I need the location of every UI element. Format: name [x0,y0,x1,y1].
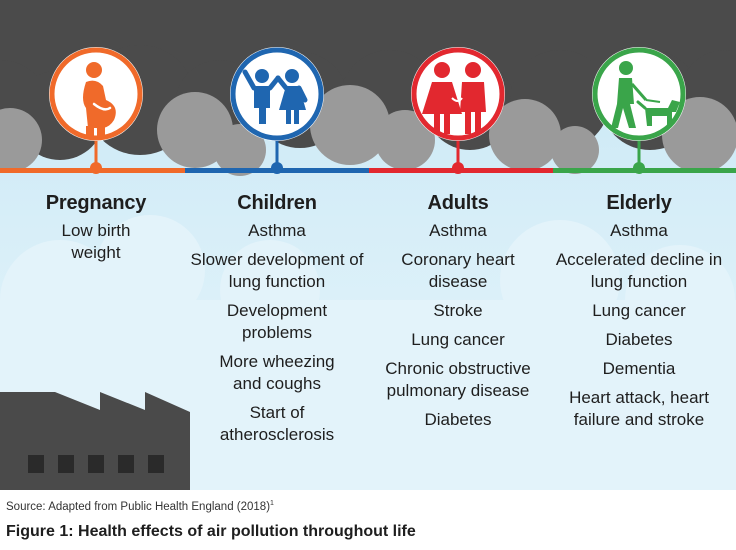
effect-item: Asthma [429,221,487,240]
effect-item: Low birth weight [61,221,131,262]
adults-couple-icon [411,47,505,141]
column-title: Adults [427,192,489,214]
effect-item: More wheezing and coughs [219,352,335,393]
effects-list: Asthma Slower development of lung functi… [185,220,369,446]
column-title: Elderly [606,192,672,214]
source-footnote-marker: 1 [270,500,274,507]
effect-item: Heart attack, heart failure and stroke [569,388,709,429]
scene-background [0,0,736,490]
effect-item: Chronic obstructive pulmonary disease [385,359,531,400]
effects-list: Low birth weight [4,220,188,264]
timeline-bar [0,168,736,173]
column-pregnancy: Pregnancy Low birth weight [4,192,188,271]
effect-item: Start of atherosclerosis [219,403,335,444]
effects-list: Asthma Coronary heart disease Stroke Lun… [366,220,550,431]
effect-item: Asthma [610,221,668,240]
factory-silhouette [0,392,190,490]
effect-item: Coronary heart disease [401,250,515,291]
effect-item: Dementia [602,359,676,378]
figure-title: Figure 1: Health effects of air pollutio… [6,523,416,540]
source-text: Source: Adapted from Public Health Engla… [6,500,271,513]
source-caption: Source: Adapted from Public Health Engla… [6,500,274,513]
effects-list: Asthma Accelerated decline in lung funct… [547,220,731,431]
effect-item: Stroke [433,301,483,320]
column-title: Pregnancy [45,192,147,214]
effect-item: Slower development of lung function [190,250,364,291]
effect-item: Diabetes [424,410,492,429]
effect-item: Lung cancer [411,330,505,349]
infographic: Pregnancy Low birth weight Children Asth… [0,0,736,490]
effect-item: Accelerated decline in lung function [555,250,723,291]
elderly-walking-dog-icon [592,47,686,141]
column-adults: Adults Asthma Coronary heart disease Str… [366,192,550,438]
children-icon [230,47,324,141]
pregnant-woman-icon [49,47,143,141]
icon-stems [90,140,645,174]
column-elderly: Elderly Asthma Accelerated decline in lu… [547,192,731,438]
effect-item: Diabetes [605,330,673,349]
effect-item: Lung cancer [592,301,686,320]
column-title: Children [237,192,317,214]
column-children: Children Asthma Slower development of lu… [185,192,369,453]
effect-item: Development problems [226,301,328,342]
effect-item: Asthma [248,221,306,240]
